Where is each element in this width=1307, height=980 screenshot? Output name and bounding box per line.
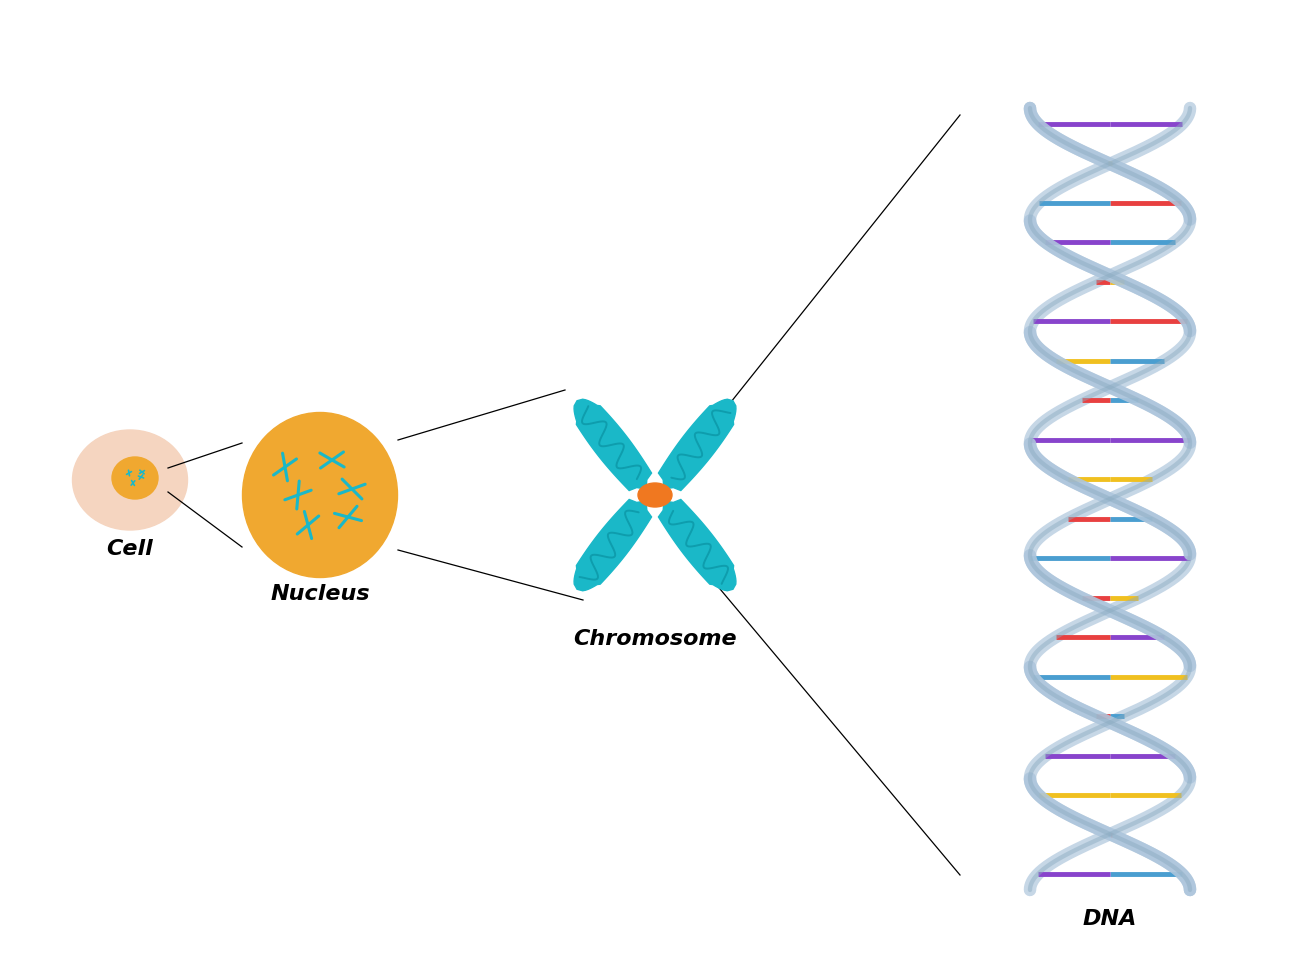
Polygon shape [659,399,736,491]
Ellipse shape [243,413,397,577]
Text: DNA: DNA [1082,909,1137,929]
Ellipse shape [638,483,672,507]
Ellipse shape [112,457,158,499]
Text: Nucleus: Nucleus [271,584,370,604]
Text: Cell: Cell [107,539,153,559]
Polygon shape [659,500,736,591]
Polygon shape [574,500,652,591]
Text: Chromosome: Chromosome [574,629,737,649]
Polygon shape [574,399,652,491]
Ellipse shape [72,430,187,530]
